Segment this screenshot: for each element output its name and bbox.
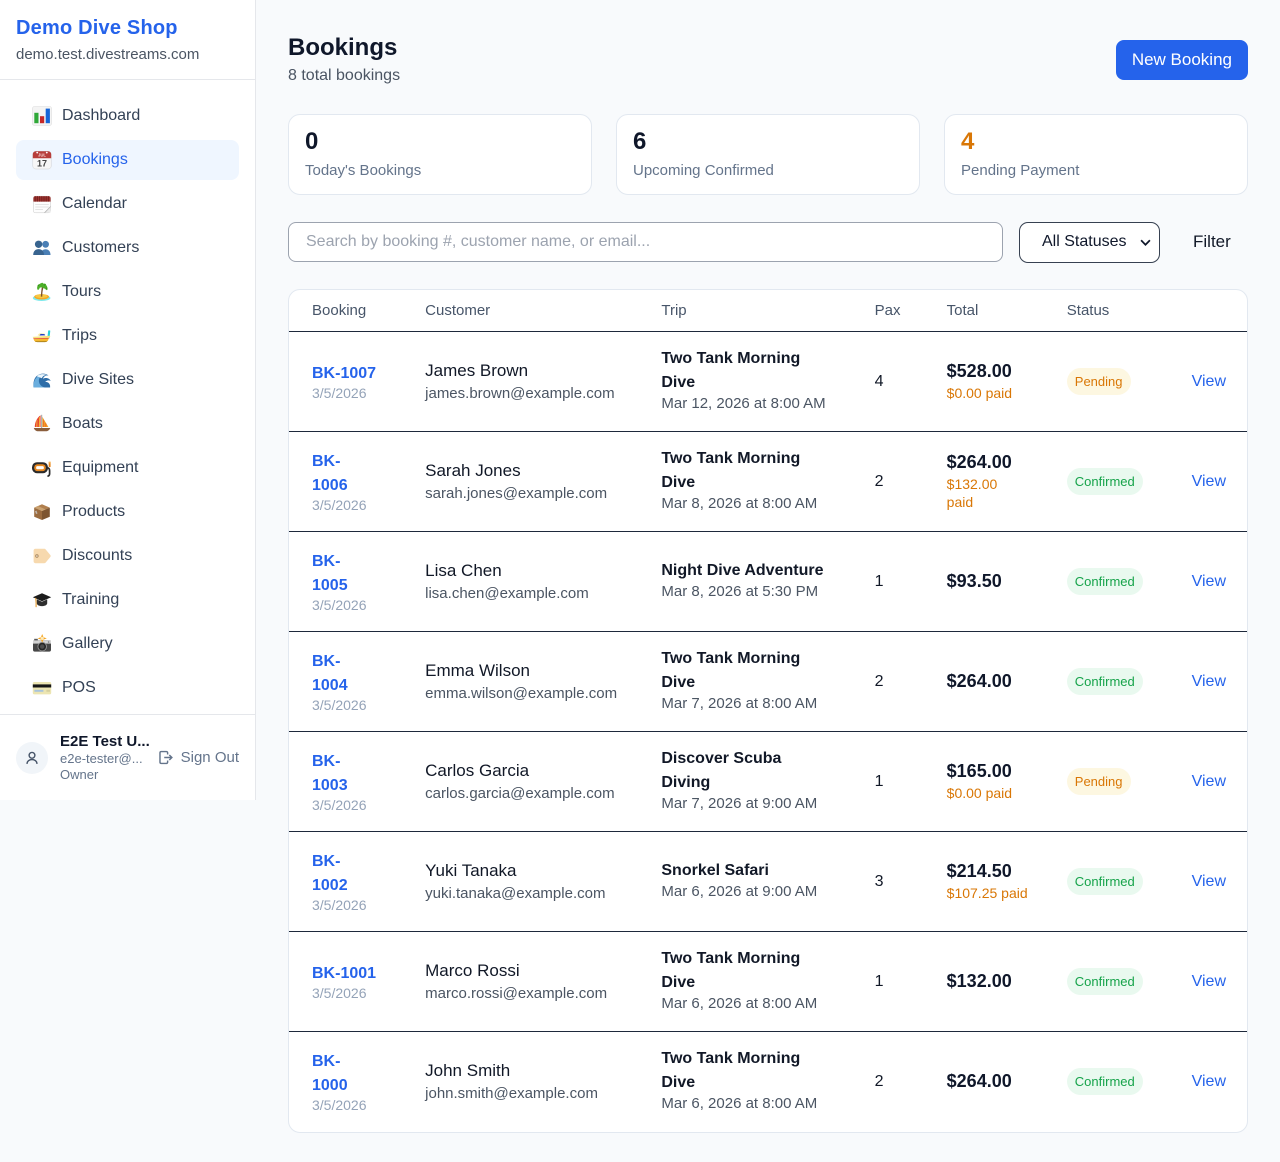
svg-text:JUL: JUL: [38, 153, 46, 158]
svg-text:17: 17: [37, 159, 47, 169]
